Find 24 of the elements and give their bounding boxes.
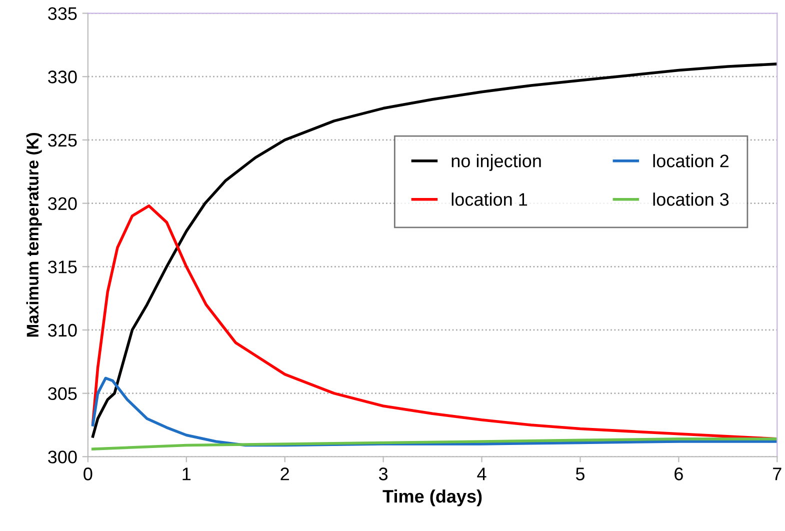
y-tick-label: 325 [48,134,77,147]
y-tick-label: 310 [48,324,77,337]
y-tick-label: 320 [48,197,77,210]
y-tick-label: 335 [48,7,77,20]
y-tick-label: 315 [48,260,77,274]
line-series [91,438,778,450]
x-tick-label: 3 [378,468,388,480]
y-tick-label: 300 [48,450,77,464]
x-tick-label: 1 [182,468,191,480]
y-tick-label: 330 [48,70,77,84]
x-tick-label: 0 [84,468,92,480]
legend-label: location 2 [653,154,728,168]
x-tick-label: 5 [576,468,584,480]
x-tick-label: 6 [674,468,683,480]
y-tick-label: 305 [48,387,77,400]
legend-label: location 3 [653,192,729,206]
legend-label: no injection [452,154,541,171]
line-series [91,62,778,438]
legend-label: location 1 [452,192,528,206]
x-tick-label: 4 [477,468,486,480]
x-tick-label: 2 [280,468,289,480]
x-axis-title: Time (days) [382,489,482,506]
y-axis-title: Maximum temperature (K) [26,132,42,337]
x-tick-label: 7 [773,468,782,480]
